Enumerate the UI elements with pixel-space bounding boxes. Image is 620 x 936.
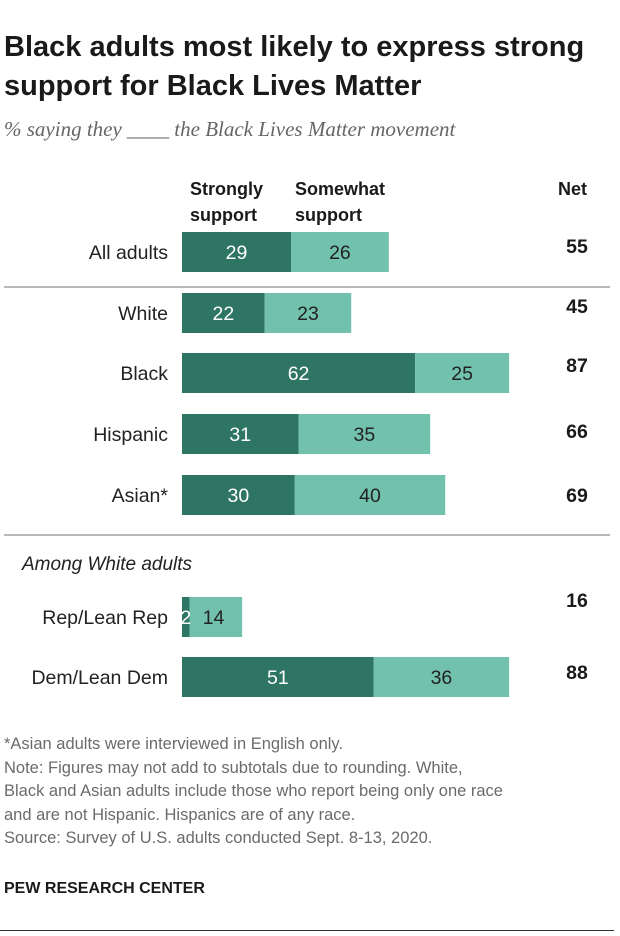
category-label: Asian* [112, 485, 169, 507]
net-value-label: 66 [566, 421, 588, 443]
strongly-value-label: 29 [226, 242, 248, 264]
strongly-value-label: 2 [180, 607, 191, 629]
somewhat-header-line2: support [295, 205, 362, 225]
somewhat-value-label: 26 [329, 242, 351, 264]
somewhat-bar [264, 293, 352, 333]
footnote-line: and are not Hispanic. Hispanics are of a… [4, 805, 356, 824]
chart-title: Black adults most likely to express stro… [4, 31, 585, 102]
net-value-label: 45 [566, 296, 588, 318]
net-value-label: 87 [566, 355, 588, 377]
category-label: Dem/Lean Dem [31, 667, 168, 689]
category-label: Rep/Lean Rep [42, 607, 168, 629]
category-label: All adults [89, 242, 168, 264]
somewhat-bar [189, 597, 243, 637]
somewhat-support-header: Somewhat support [295, 176, 385, 228]
footnote-line: Source: Survey of U.S. adults conducted … [4, 829, 433, 847]
group-label: Among White adults [21, 554, 193, 575]
footnote-line: Black and Asian adults include those who… [4, 782, 503, 800]
category-label: White [118, 303, 168, 325]
somewhat-bar [291, 232, 389, 272]
strongly-bar [182, 475, 295, 515]
strongly-bar [182, 597, 190, 637]
somewhat-bar [298, 414, 431, 454]
org-name: PEW RESEARCH CENTER [4, 880, 205, 897]
bottom-rule [0, 930, 614, 931]
net-value-label: 55 [566, 236, 588, 258]
somewhat-value-label: 40 [359, 485, 381, 507]
chart-subtitle: % saying they ____ the Black Lives Matte… [4, 117, 456, 141]
net-value-label: 88 [566, 662, 588, 684]
somewhat-value-label: 23 [297, 303, 319, 325]
strongly-value-label: 31 [229, 424, 251, 446]
somewhat-bar [373, 657, 510, 697]
footnote-line: *Asian adults were interviewed in Englis… [4, 735, 344, 753]
net-value-label: 16 [566, 590, 588, 612]
category-label: Hispanic [93, 424, 168, 446]
strongly-support-header: Strongly support [190, 176, 263, 228]
category-label: Black [120, 363, 168, 385]
strongly-value-label: 62 [288, 363, 310, 385]
strongly-bar [182, 414, 299, 454]
somewhat-bar [415, 353, 510, 393]
somewhat-value-label: 25 [451, 363, 473, 385]
strongly-value-label: 30 [228, 485, 250, 507]
strongly-bar [182, 657, 374, 697]
stacked-bar-chart: Among White adults All adults 29 26 55 White 2… [4, 232, 610, 697]
strongly-value-label: 51 [267, 667, 289, 689]
strongly-bar [182, 353, 416, 393]
strongly-header-line1: Strongly [190, 179, 264, 199]
somewhat-value-label: 35 [354, 424, 376, 446]
strongly-bar [182, 293, 265, 333]
strongly-bar [182, 232, 292, 272]
somewhat-bar [294, 475, 446, 515]
strongly-value-label: 22 [213, 303, 235, 325]
somewhat-value-label: 14 [203, 607, 225, 629]
net-header: Net [558, 179, 588, 199]
footnotes: *Asian adults were interviewed in Englis… [4, 733, 604, 851]
somewhat-value-label: 36 [431, 667, 453, 689]
footnote-line: Note: Figures may not add to subtotals d… [4, 758, 463, 777]
somewhat-header-line1: Somewhat [295, 179, 386, 199]
net-value-label: 69 [566, 485, 588, 507]
strongly-header-line2: support [190, 205, 257, 225]
